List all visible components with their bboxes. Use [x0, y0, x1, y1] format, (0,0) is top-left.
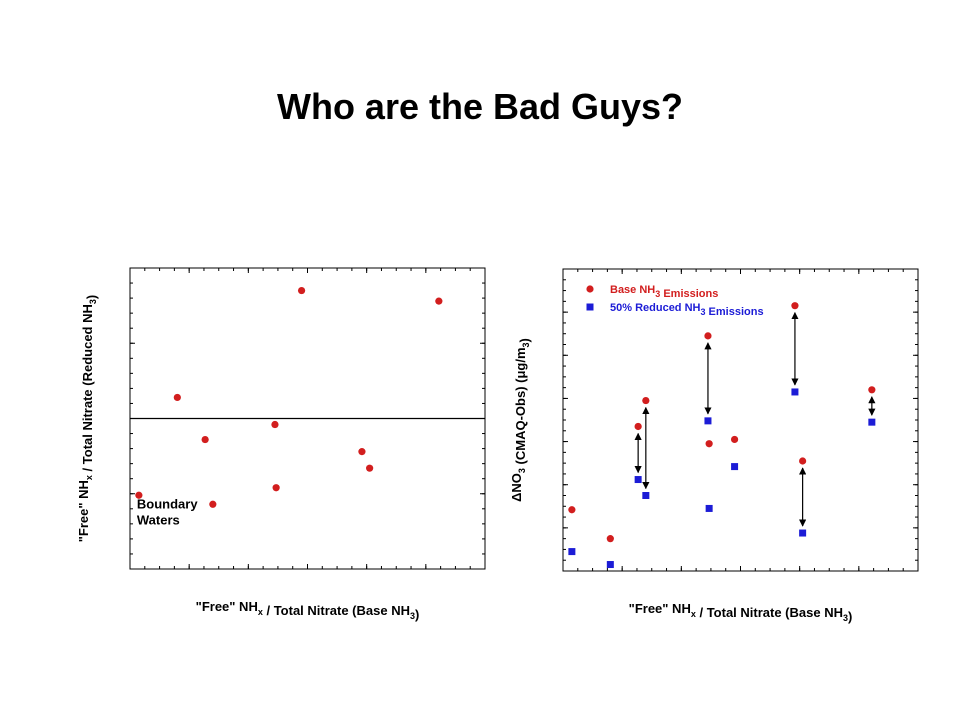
data-point [209, 500, 217, 508]
data-point-base [568, 506, 576, 514]
data-point [366, 464, 374, 472]
data-point [135, 491, 143, 499]
data-point [358, 448, 366, 456]
chart-right-delta-no3-scatter: "Free" NHx / Total Nitrate (Base NH3) ΔNO… [509, 268, 919, 624]
data-point-reduced [606, 561, 614, 569]
y-axis-label: ΔNO3 (CMAQ-Obs) (μg/m3) [509, 338, 532, 502]
data-point [201, 435, 209, 444]
data-point [272, 484, 280, 492]
data-point-reduced [705, 504, 713, 512]
data-point-base [791, 302, 799, 310]
data-point-base [868, 386, 876, 394]
data-point-base [634, 422, 642, 431]
data-point-base [606, 535, 614, 543]
legend-label: Base NH3 Emissions [610, 284, 718, 300]
data-point-base [705, 440, 713, 448]
data-point-reduced [799, 529, 807, 537]
x-axis-label: "Free" NHx / Total Nitrate (Base NH3) [629, 601, 853, 624]
data-point-reduced [642, 492, 650, 499]
data-point [297, 286, 306, 295]
data-point-reduced [634, 476, 642, 484]
data-point-base [730, 435, 739, 444]
slide-title: Who are the Bad Guys? [276, 86, 684, 127]
legend-label: 50% Reduced NH3 Emissions [610, 302, 764, 318]
data-point-base [799, 457, 807, 465]
point-label: Boundary Waters [137, 496, 198, 527]
data-point-reduced [868, 418, 876, 426]
data-point [271, 420, 279, 429]
x-axis-label: "Free" NHx / Total Nitrate (Base NH3) [196, 599, 420, 622]
data-point-base [642, 396, 650, 405]
y-axis-label: "Free" NHx / Total Nitrate (Reduced NH3) [76, 295, 99, 543]
data-point-base [704, 332, 712, 340]
data-point-reduced [704, 417, 712, 425]
data-point [173, 393, 181, 402]
legend-marker-reduced [586, 303, 594, 311]
legend: Base NH3 Emissions 50% Reduced NH3 Emissi… [586, 284, 764, 318]
legend-marker-base [586, 285, 594, 293]
data-point-reduced [731, 463, 739, 471]
data-point-reduced [791, 388, 799, 396]
data-point-reduced [568, 548, 576, 556]
chart-left-ratio-scatter: "Free" NHx / Total Nitrate (Base NH3) "Fr… [76, 267, 486, 622]
data-point [435, 297, 443, 305]
